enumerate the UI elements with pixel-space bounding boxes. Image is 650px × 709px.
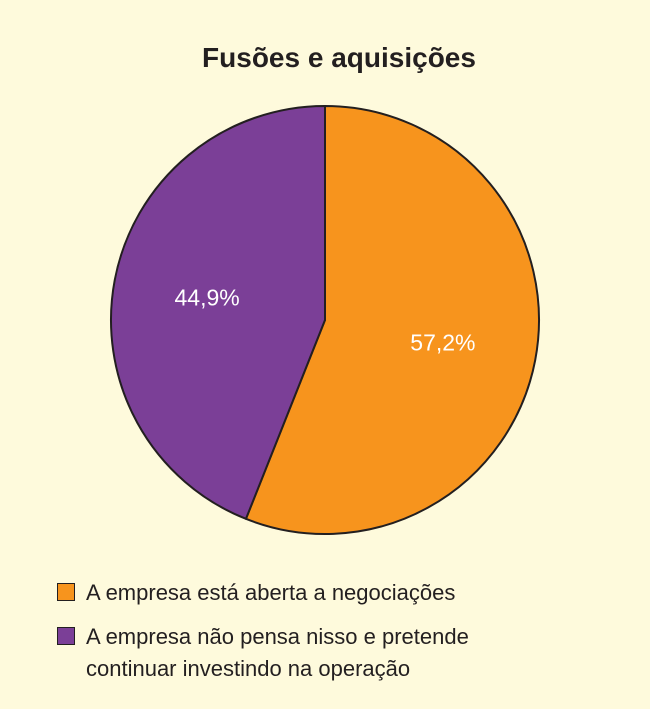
chart-title: Fusões e aquisições [202,42,476,73]
pie-chart: 57,2% 44,9% [109,105,540,535]
pie-data-labels: 57,2% 44,9% [174,284,475,355]
legend-label: A empresa não pensa nisso e pretende con… [86,624,469,681]
legend-swatch-open-to-negotiations [57,583,75,601]
pie-slices [109,105,540,535]
pie-slice-open-to-negotiations [244,105,540,535]
legend: A empresa está aberta a negociações A em… [57,577,617,697]
legend-swatch-keep-investing [57,627,75,645]
pie-data-label: 44,9% [174,284,239,310]
legend-item: A empresa não pensa nisso e pretende con… [57,621,617,685]
legend-item: A empresa está aberta a negociações [57,577,617,609]
pie-slice-keep-investing [109,105,326,520]
legend-label: A empresa está aberta a negociações [86,580,456,605]
pie-data-label: 57,2% [410,330,475,356]
